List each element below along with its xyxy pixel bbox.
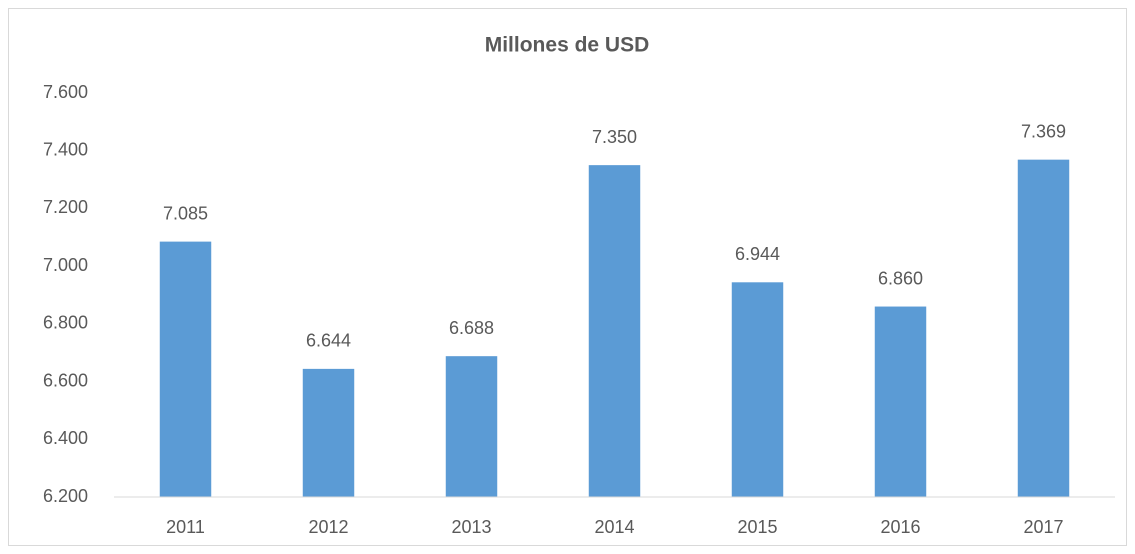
data-label: 7.369 bbox=[1021, 121, 1066, 141]
bar bbox=[1017, 159, 1070, 497]
bar bbox=[445, 356, 498, 497]
data-label: 6.944 bbox=[735, 244, 780, 264]
y-tick-label: 6.600 bbox=[43, 370, 88, 390]
y-tick-label: 6.800 bbox=[43, 313, 88, 333]
data-label: 7.350 bbox=[592, 127, 637, 147]
data-label: 6.860 bbox=[878, 268, 923, 288]
x-tick-label: 2017 bbox=[1023, 517, 1063, 537]
data-label: 6.688 bbox=[449, 318, 494, 338]
bar bbox=[159, 241, 212, 497]
data-label: 7.085 bbox=[163, 203, 208, 223]
y-tick-label: 7.000 bbox=[43, 255, 88, 275]
bar bbox=[731, 282, 784, 497]
x-tick-label: 2011 bbox=[166, 517, 205, 537]
x-tick-label: 2015 bbox=[737, 517, 777, 537]
x-tick-label: 2016 bbox=[880, 517, 920, 537]
y-tick-label: 6.400 bbox=[43, 428, 88, 448]
x-tick-label: 2014 bbox=[594, 517, 634, 537]
chart-title: Millones de USD bbox=[485, 34, 650, 57]
bar bbox=[588, 165, 641, 497]
bar bbox=[302, 368, 355, 497]
x-tick-label: 2013 bbox=[451, 517, 491, 537]
y-tick-label: 7.200 bbox=[43, 197, 88, 217]
x-tick-label: 2012 bbox=[308, 517, 348, 537]
bar bbox=[874, 306, 927, 497]
y-tick-label: 7.600 bbox=[43, 82, 88, 102]
data-label: 6.644 bbox=[306, 331, 351, 351]
y-tick-label: 7.400 bbox=[43, 139, 88, 159]
y-tick-label: 6.200 bbox=[43, 486, 88, 506]
